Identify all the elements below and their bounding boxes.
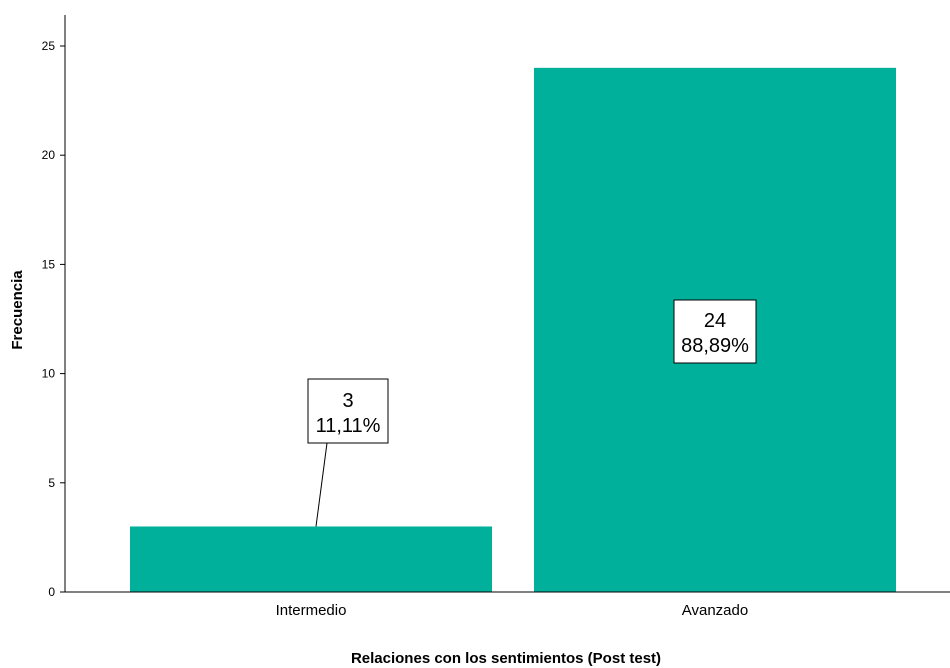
- data-label-box: [673, 299, 757, 364]
- bar-intermedio: [130, 526, 492, 592]
- y-tick-label: 15: [42, 257, 56, 271]
- y-tick-label: 25: [42, 39, 56, 53]
- data-label-box: [307, 378, 389, 444]
- y-tick-label: 0: [48, 585, 55, 599]
- data-label-leader-line: [315, 442, 328, 527]
- data-labels: 3 11,11% 24 88,89%: [307, 299, 757, 527]
- data-label-percent: 11,11%: [316, 415, 381, 437]
- y-axis-ticks: 0 5 10 15 20 25: [42, 39, 65, 599]
- x-tick-label: Intermedio: [276, 602, 347, 619]
- y-tick-label: 5: [48, 476, 55, 490]
- data-label-percent: 88,89%: [681, 335, 749, 357]
- y-tick-label: 10: [42, 367, 56, 381]
- data-label-count: 3: [342, 390, 353, 412]
- y-axis-title: Frecuencia: [9, 270, 26, 350]
- y-tick-label: 20: [42, 148, 56, 162]
- x-axis-title: Relaciones con los sentimientos (Post te…: [351, 650, 661, 667]
- bars: [130, 67, 896, 593]
- x-axis-tick-labels: Intermedio Avanzado: [276, 602, 749, 619]
- x-tick-label: Avanzado: [682, 602, 748, 619]
- data-label-count: 24: [704, 310, 726, 332]
